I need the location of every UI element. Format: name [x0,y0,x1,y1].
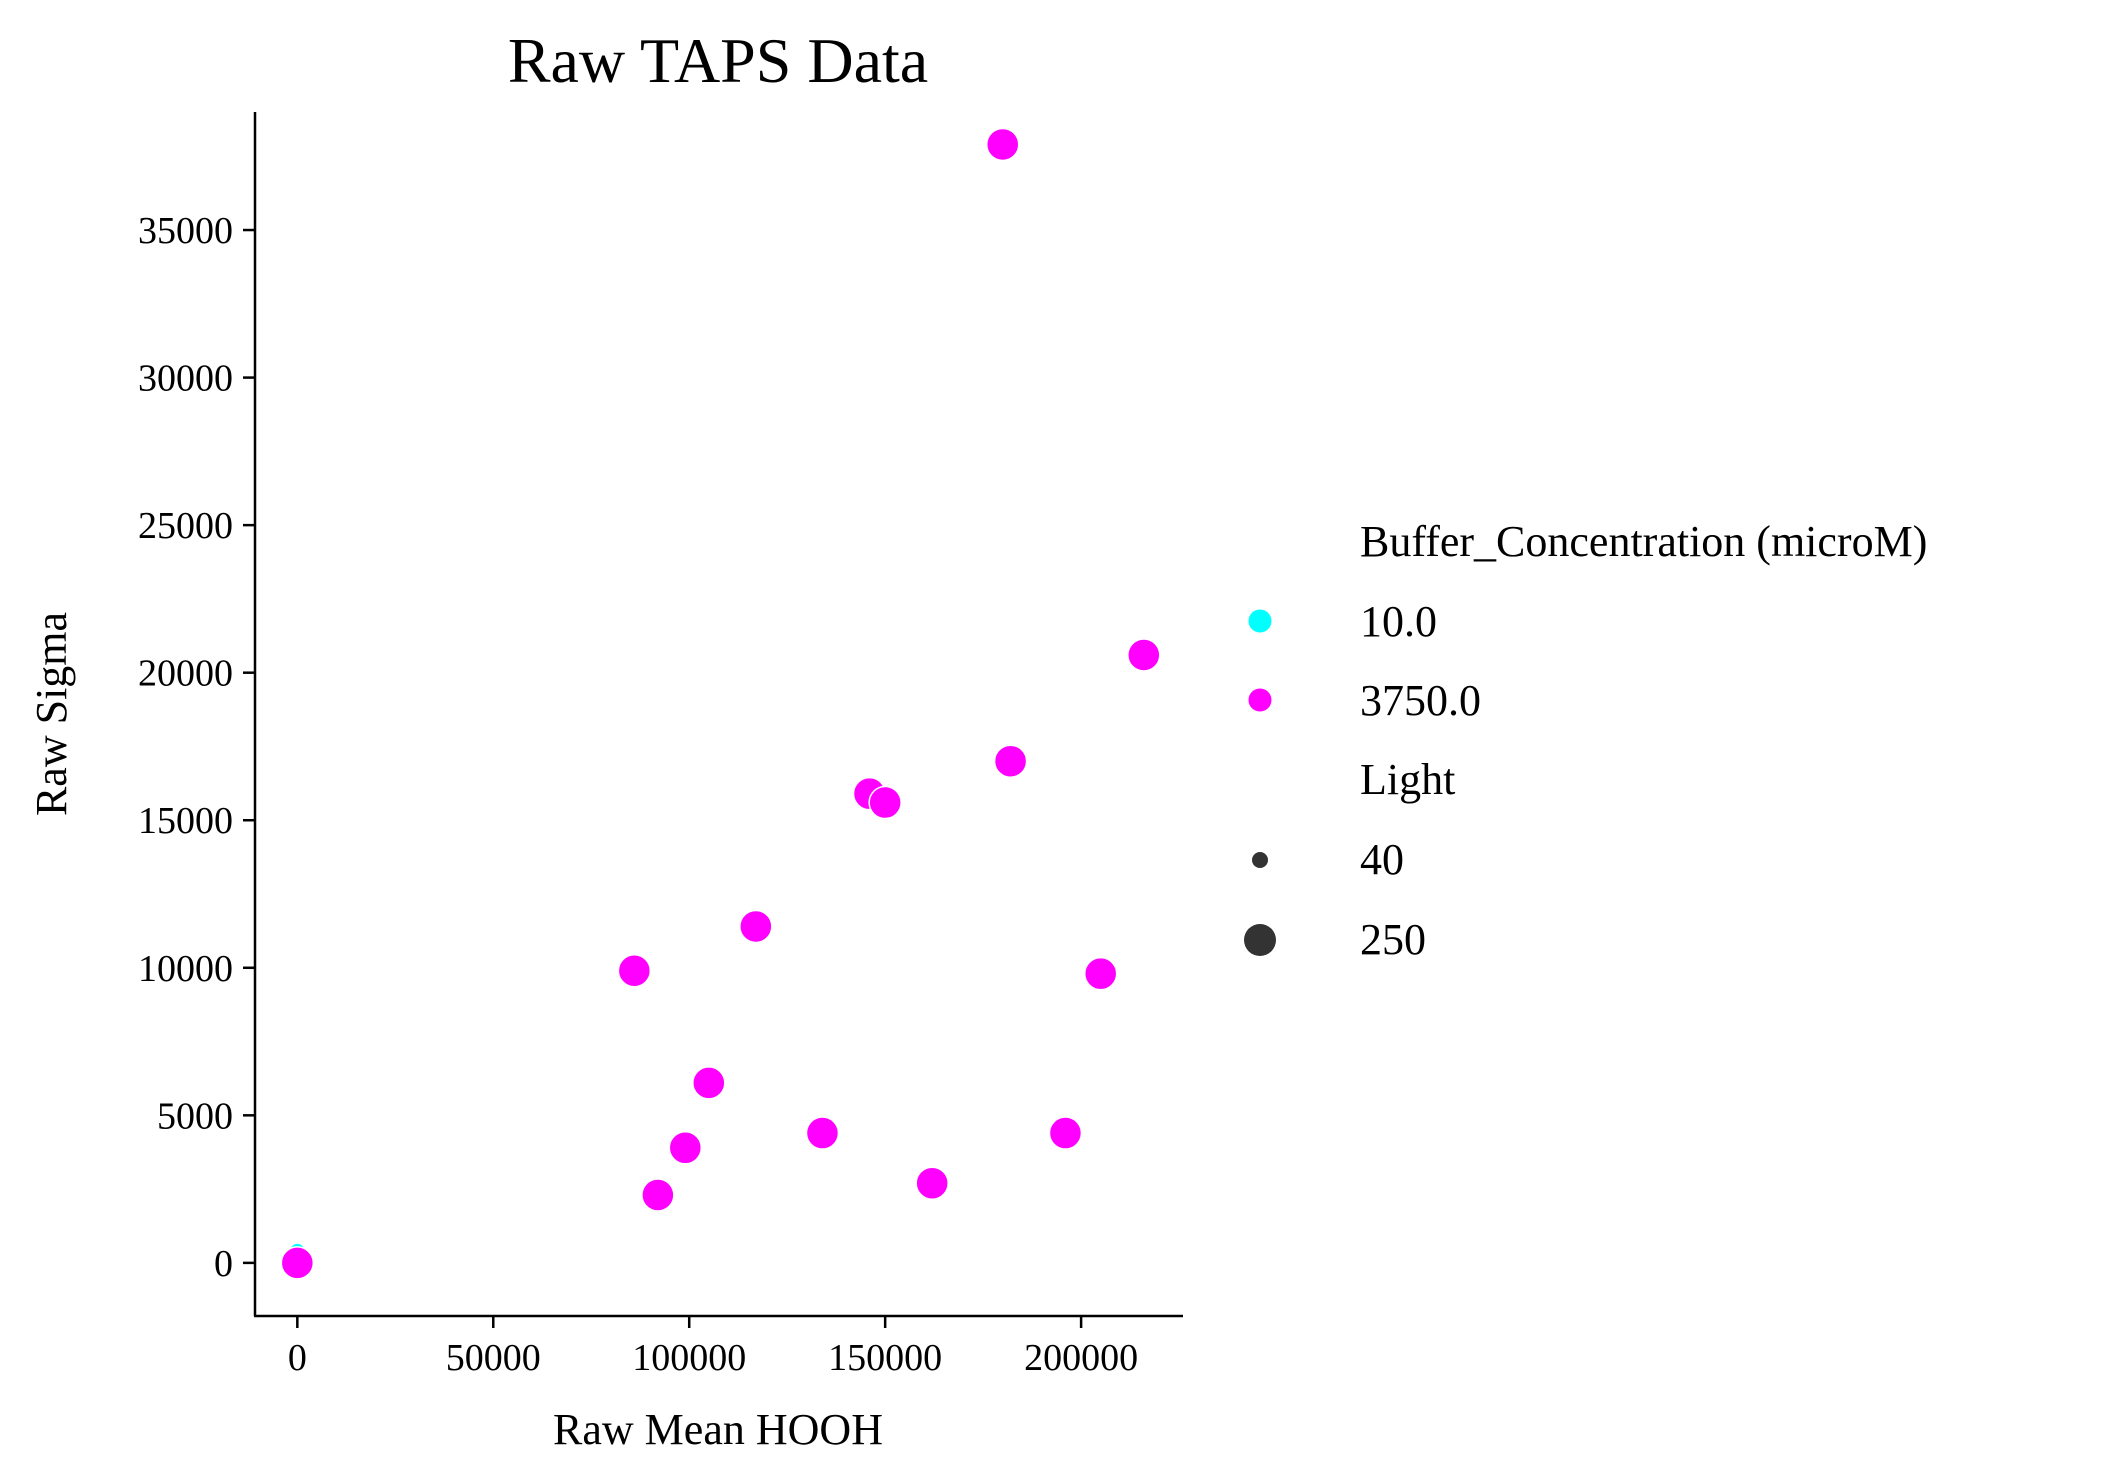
x-tick-label: 100000 [632,1337,746,1379]
data-point [739,909,773,944]
x-axis-label: Raw Mean HOOH [553,1405,883,1454]
legend-size-marker-40 [1252,852,1268,868]
data-point [280,1246,315,1280]
data-point [617,953,652,988]
data-point [993,744,1028,778]
y-axis-ticks: 0 5000 10000 15000 20000 25000 30000 35000 [138,210,255,1285]
chart-title: Raw TAPS Data [508,25,928,96]
x-tick-label: 50000 [446,1337,541,1379]
x-tick-label: 0 [288,1337,307,1379]
data-point [1048,1116,1083,1150]
data-point [1083,956,1118,991]
x-axis-ticks: 0 50000 100000 150000 200000 [288,1316,1138,1379]
y-tick-label: 0 [214,1243,233,1285]
data-point [641,1178,675,1212]
legend-hue-label-3750: 3750.0 [1360,676,1481,725]
y-tick-label: 30000 [138,358,233,400]
legend: Buffer_Concentration (microM) 10.0 3750.… [1244,517,1927,964]
plot-area: 0 50000 100000 150000 200000 0 5000 10000 15000… [138,112,1183,1379]
y-tick-label: 20000 [138,653,233,695]
legend-size-label-250: 250 [1360,915,1426,964]
data-point [1127,638,1161,672]
y-tick-label: 25000 [138,505,233,547]
y-tick-label: 5000 [157,1095,233,1137]
legend-hue-title: Buffer_Concentration (microM) [1360,517,1927,566]
legend-hue-label-10: 10.0 [1360,597,1437,646]
legend-hue-marker-3750 [1247,687,1273,713]
legend-size-label-40: 40 [1360,835,1404,884]
y-axis-label: Raw Sigma [27,612,76,816]
legend-size-marker-250 [1244,924,1276,956]
y-tick-label: 35000 [138,210,233,252]
y-tick-label: 10000 [138,948,233,990]
data-point [915,1166,949,1200]
legend-hue-marker-10 [1247,608,1273,634]
data-point [692,1066,726,1100]
data-points [280,127,1161,1280]
data-point [805,1116,840,1150]
y-tick-label: 15000 [138,800,233,842]
data-point [868,785,902,820]
data-point [668,1131,703,1165]
legend-size-title: Light [1360,755,1455,804]
data-point [985,127,1020,162]
x-tick-label: 200000 [1024,1337,1138,1379]
x-tick-label: 150000 [828,1337,942,1379]
